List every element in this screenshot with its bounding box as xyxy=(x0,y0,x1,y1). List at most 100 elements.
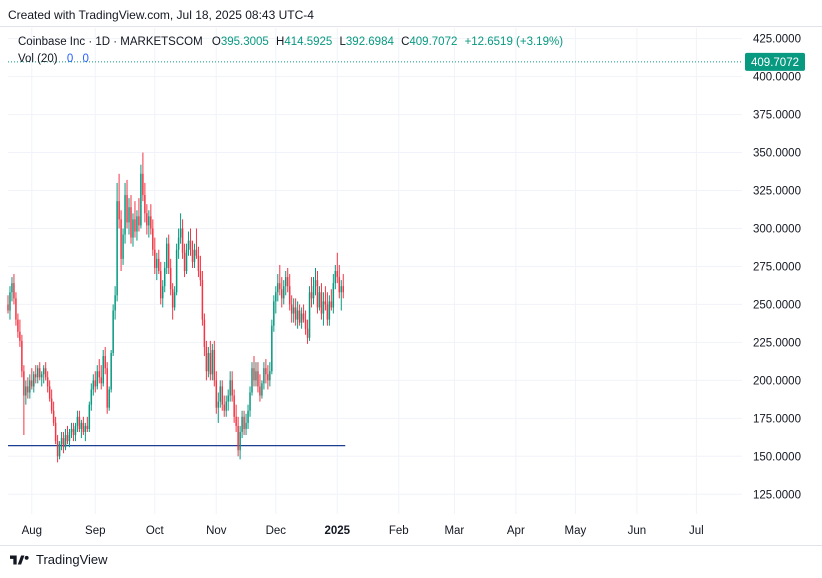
candle-body xyxy=(245,422,247,429)
x-tick-label: 2025 xyxy=(325,525,351,537)
candle-body xyxy=(88,404,91,429)
volume-legend: Vol (20) 0 0 xyxy=(18,53,89,65)
candle-body xyxy=(288,286,291,305)
candle-body xyxy=(46,377,49,387)
candle-body xyxy=(239,431,241,451)
candle-body xyxy=(33,374,35,387)
candle-body xyxy=(68,431,71,442)
chart-frame xyxy=(0,26,822,546)
y-tick-label: 200.0000 xyxy=(753,375,801,387)
candle-body xyxy=(255,371,257,381)
candle-body xyxy=(50,398,53,411)
x-tick-label: Oct xyxy=(146,525,165,537)
candle-body xyxy=(191,249,194,262)
candle-body xyxy=(130,207,132,238)
candle-body xyxy=(58,444,61,457)
candle-body xyxy=(171,289,174,308)
candle-body xyxy=(78,416,81,429)
candle-body xyxy=(118,201,120,220)
candle-body xyxy=(60,438,63,445)
candle-body xyxy=(70,428,73,432)
x-tick-label: Sep xyxy=(85,525,105,537)
candle-body xyxy=(253,368,255,381)
y-tick-label: 275.0000 xyxy=(753,261,801,273)
candle-body xyxy=(104,356,106,369)
candle-body xyxy=(249,392,251,411)
candle-body xyxy=(138,216,140,226)
candle-body xyxy=(64,435,67,448)
candle-body xyxy=(54,422,57,442)
candle-body xyxy=(165,243,168,268)
candle-body xyxy=(134,219,136,232)
change-value: +12.6519 (+3.19%) xyxy=(464,36,564,48)
candle-body xyxy=(102,356,104,384)
close-label: C xyxy=(401,36,410,48)
volume-value-a: 0 xyxy=(66,53,74,65)
candle-body xyxy=(183,252,186,271)
candle-body xyxy=(82,422,85,432)
candle-body xyxy=(136,216,138,232)
candle-body xyxy=(86,425,89,429)
low-value: 392.6984 xyxy=(345,36,394,48)
candle-body xyxy=(215,380,218,408)
candle-body xyxy=(259,386,261,396)
y-tick-label: 400.0000 xyxy=(753,72,801,84)
candle-body xyxy=(332,283,335,308)
candle-body xyxy=(37,368,39,378)
y-tick-label: 350.0000 xyxy=(753,148,801,160)
candle-body xyxy=(338,277,341,293)
candle-body xyxy=(23,371,25,396)
candle-body xyxy=(336,271,339,278)
candle-body xyxy=(300,313,303,323)
candle-body xyxy=(247,410,249,423)
candle-body xyxy=(114,295,116,311)
candle-body xyxy=(330,301,333,308)
candle-body xyxy=(152,228,154,250)
candle-body xyxy=(189,240,192,250)
ohlc-legend: Coinbase Inc · 1D · MARKETSCOM O395.3005… xyxy=(18,36,563,48)
candle-body xyxy=(108,389,110,408)
candle-body xyxy=(251,368,253,393)
volume-value-b: 0 xyxy=(82,53,89,65)
x-tick-label: Jun xyxy=(628,525,647,537)
candle-body xyxy=(265,368,267,375)
candle-body xyxy=(310,292,313,299)
candle-body xyxy=(132,219,134,238)
volume-label: Vol (20) xyxy=(18,53,58,65)
candle-body xyxy=(322,301,325,314)
x-tick-label: May xyxy=(564,525,586,537)
y-tick-label: 125.0000 xyxy=(753,489,801,501)
candle-body xyxy=(94,380,97,387)
candle-body xyxy=(328,301,331,320)
candle-body xyxy=(225,401,227,411)
candle-body xyxy=(185,249,188,271)
candle-body xyxy=(314,280,317,287)
candle-body xyxy=(304,319,307,329)
candle-body xyxy=(175,249,178,293)
candle-body xyxy=(235,416,237,426)
candle-body xyxy=(146,213,148,226)
x-tick-label: Aug xyxy=(22,525,42,537)
candle-body xyxy=(126,195,128,223)
candle-body xyxy=(40,374,43,378)
low-label: L xyxy=(339,36,346,48)
candle-body xyxy=(169,267,172,290)
candle-body xyxy=(219,386,222,402)
candle-body xyxy=(154,249,156,268)
candle-body xyxy=(112,310,114,354)
y-tick-label: 375.0000 xyxy=(753,110,801,122)
candle-body xyxy=(197,255,200,271)
candle-body xyxy=(211,349,214,375)
candle-body xyxy=(156,258,158,268)
candle-body xyxy=(187,240,190,250)
candle-body xyxy=(167,243,170,268)
candle-body xyxy=(316,280,319,308)
candle-body xyxy=(223,404,225,411)
candle-body xyxy=(203,319,206,347)
candle-body xyxy=(56,441,59,457)
candle-body xyxy=(31,380,33,387)
y-tick-label: 300.0000 xyxy=(753,223,801,235)
symbol-label: Coinbase Inc · 1D · MARKETSCOM xyxy=(18,36,203,48)
y-tick-label: 250.0000 xyxy=(753,299,801,311)
